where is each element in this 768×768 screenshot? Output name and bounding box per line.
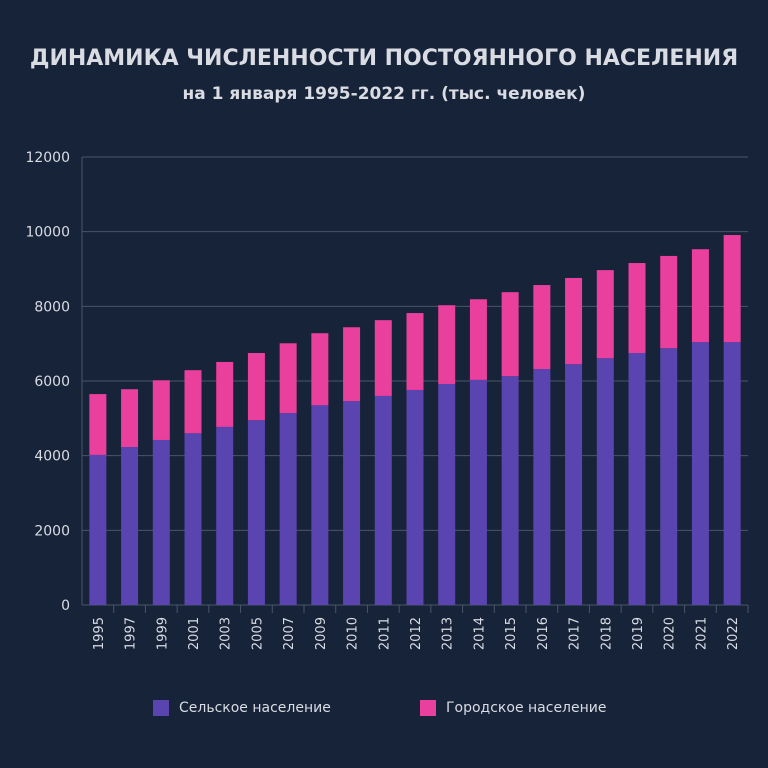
bar-urban: [406, 313, 424, 390]
x-tick-label: 2009: [314, 617, 329, 650]
bar-urban: [501, 292, 519, 377]
bar-rural: [89, 454, 107, 605]
x-tick-label: 2011: [377, 617, 392, 650]
bar-urban: [311, 333, 329, 406]
bar-rural: [565, 364, 583, 605]
x-tick-label: 2021: [694, 617, 709, 650]
bar-urban: [533, 285, 551, 370]
bar-urban: [723, 235, 741, 343]
y-tick-label: 12000: [25, 150, 70, 166]
y-tick-label: 6000: [34, 374, 70, 390]
bar-urban: [691, 249, 709, 343]
x-tick-label: 2003: [219, 617, 234, 650]
bar-urban: [184, 370, 202, 434]
legend-item-rural: Сельское население: [153, 700, 331, 716]
x-tick-label: 2018: [599, 617, 614, 650]
x-tick-label: 2022: [726, 617, 741, 650]
x-tick-label: 2013: [441, 617, 456, 650]
bar-urban: [152, 380, 170, 440]
x-tick-label: 1999: [155, 617, 170, 650]
x-tick-label: 2016: [536, 617, 551, 650]
bar-rural: [152, 439, 170, 605]
x-tick-label: 2005: [250, 617, 265, 650]
legend-swatch-rural: [153, 700, 169, 716]
x-tick-label: 2020: [663, 617, 678, 650]
bar-rural: [374, 395, 392, 605]
bar-rural: [533, 369, 551, 605]
bar-urban: [343, 327, 361, 402]
x-tick-label: 2012: [409, 617, 424, 650]
bar-urban: [596, 270, 614, 359]
legend-item-urban: Городское население: [420, 700, 607, 716]
bar-urban: [469, 299, 487, 380]
legend-label-rural: Сельское население: [179, 700, 331, 716]
bar-rural: [596, 358, 614, 605]
bar-rural: [406, 389, 424, 605]
bar-urban: [279, 343, 297, 414]
bar-urban: [374, 320, 392, 396]
x-tick-label: 1997: [124, 617, 139, 650]
bar-rural: [660, 348, 678, 605]
bar-urban: [121, 389, 139, 448]
bar-urban: [216, 361, 234, 427]
bar-urban: [438, 305, 456, 384]
bar-rural: [247, 420, 265, 605]
legend-swatch-urban: [420, 700, 436, 716]
bar-rural: [723, 342, 741, 605]
x-tick-label: 2010: [346, 617, 361, 650]
bar-urban: [660, 255, 678, 349]
bar-rural: [438, 383, 456, 605]
y-tick-label: 10000: [25, 225, 70, 241]
bar-rural: [216, 426, 234, 605]
x-tick-label: 2007: [282, 617, 297, 650]
bar-rural: [343, 401, 361, 605]
x-tick-label: 2014: [472, 617, 487, 650]
x-tick-label: 2017: [568, 617, 583, 650]
y-tick-label: 0: [61, 598, 70, 614]
y-tick-label: 8000: [34, 299, 70, 315]
bar-urban: [89, 394, 107, 455]
y-tick-label: 2000: [34, 523, 70, 539]
x-tick-label: 2015: [504, 617, 519, 650]
x-tick-label: 1995: [92, 617, 107, 650]
bar-urban: [565, 277, 583, 365]
chart-subtitle: на 1 января 1995-2022 гг. (тыс. человек): [182, 84, 586, 104]
x-tick-label: 2019: [631, 617, 646, 650]
bar-rural: [121, 447, 139, 605]
x-tick-label: 2001: [187, 617, 202, 650]
bar-rural: [184, 433, 202, 605]
bar-urban: [628, 263, 646, 353]
legend-label-urban: Городское население: [446, 700, 607, 716]
chart-title: ДИНАМИКА ЧИСЛЕННОСТИ ПОСТОЯННОГО НАСЕЛЕН…: [29, 46, 739, 71]
legend: Сельское население Городское население: [0, 700, 768, 720]
bar-rural: [279, 413, 297, 605]
bar-rural: [469, 379, 487, 605]
bar-rural: [628, 353, 646, 605]
y-tick-label: 4000: [34, 449, 70, 465]
bar-rural: [501, 376, 519, 605]
bar-rural: [311, 405, 329, 605]
bar-rural: [691, 342, 709, 605]
bar-urban: [247, 353, 265, 421]
